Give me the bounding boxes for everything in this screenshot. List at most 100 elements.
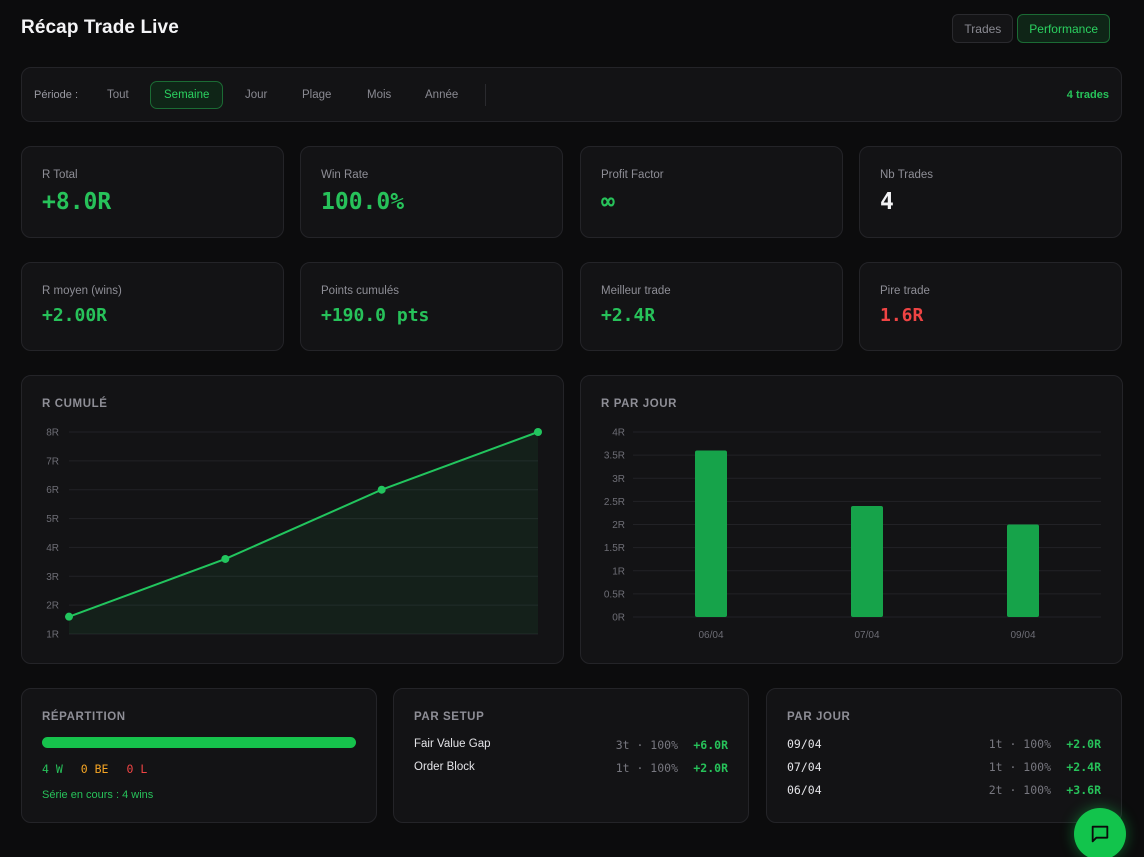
stat-card-r-moyen: R moyen (wins) +2.00R <box>21 262 284 351</box>
page-title: Récap Trade Live <box>21 17 179 38</box>
x-tick-label: 09/04 <box>1010 630 1035 641</box>
area-fill <box>69 432 538 634</box>
repartition-card: RÉPARTITION 4 W 0 BE 0 L Série en cours … <box>21 688 377 823</box>
stat-value: 1.6R <box>880 305 924 326</box>
period-option-semaine[interactable]: Semaine <box>150 81 224 109</box>
tab-trades[interactable]: Trades <box>952 14 1014 43</box>
tab-performance[interactable]: Performance <box>1017 14 1110 43</box>
chat-button[interactable] <box>1074 808 1126 857</box>
day-row: 06/04 2t · 100% +3.6R <box>787 783 1101 801</box>
chart-card-r-par-jour: R PAR JOUR 0R 0.5R 1R 1.5R 2R 2.5R 3R 3.5R 4R 06/… <box>580 375 1123 664</box>
setup-r: +2.0R <box>693 761 728 775</box>
losses-count: 0 L <box>126 762 148 776</box>
stat-card-nb-trades: Nb Trades 4 <box>859 146 1122 238</box>
day-date: 06/04 <box>787 783 822 797</box>
par-jour-card: PAR JOUR 09/04 1t · 100% +2.0R 07/04 1t … <box>766 688 1122 823</box>
cumulative-r-chart: 1R 2R 3R 4R 5R 6R 7R 8R <box>46 428 542 641</box>
y-tick-label: 1.5R <box>604 543 625 554</box>
bar <box>695 450 727 617</box>
daily-r-chart: 0R 0.5R 1R 1.5R 2R 2.5R 3R 3.5R 4R 06/04 07/04 09/0… <box>604 428 1101 641</box>
chart-title: R CUMULÉ <box>42 398 108 410</box>
y-tick-label: 2.5R <box>604 497 625 508</box>
stat-label: Nb Trades <box>880 169 934 181</box>
setup-name: Fair Value Gap <box>414 738 491 750</box>
stat-value: ∞ <box>601 189 615 215</box>
y-tick-label: 1R <box>612 566 625 577</box>
section-title: PAR JOUR <box>787 711 851 723</box>
stat-label: Win Rate <box>321 169 369 181</box>
y-tick-label: 8R <box>46 428 59 439</box>
trade-count: 4 trades <box>1066 89 1109 101</box>
stat-card-win-rate: Win Rate 100.0% <box>300 146 563 238</box>
wins-count: 4 W <box>42 762 63 776</box>
day-r: +2.4R <box>1066 760 1101 774</box>
data-point <box>534 428 542 436</box>
par-setup-card: PAR SETUP Fair Value Gap 3t · 100% +6.0R… <box>393 688 749 823</box>
setup-meta: 3t · 100% <box>615 738 678 752</box>
series-line <box>68 431 539 618</box>
y-tick-label: 4R <box>612 428 625 439</box>
setup-row: Order Block 1t · 100% +2.0R <box>414 761 728 779</box>
y-tick-label: 5R <box>46 514 59 525</box>
day-row: 09/04 1t · 100% +2.0R <box>787 737 1101 755</box>
header: Récap Trade Live Trades Performance <box>21 14 1110 44</box>
stat-card-meilleur-trade: Meilleur trade +2.4R <box>580 262 843 351</box>
y-tick-label: 4R <box>46 543 59 554</box>
day-date: 09/04 <box>787 737 822 751</box>
period-option-jour[interactable]: Jour <box>245 89 268 101</box>
stat-card-r-total: R Total +8.0R <box>21 146 284 238</box>
day-r: +2.0R <box>1066 737 1101 751</box>
period-option-annee[interactable]: Année <box>425 89 459 101</box>
stat-card-pire-trade: Pire trade 1.6R <box>859 262 1122 351</box>
y-tick-label: 3R <box>46 572 59 583</box>
stat-label: Pire trade <box>880 285 930 297</box>
stat-card-points-cumules: Points cumulés +190.0 pts <box>300 262 563 351</box>
x-tick-label: 06/04 <box>698 630 723 641</box>
period-divider <box>485 84 486 106</box>
setup-name: Order Block <box>414 761 475 773</box>
day-row: 07/04 1t · 100% +2.4R <box>787 760 1101 778</box>
chart-title: R PAR JOUR <box>601 398 678 410</box>
chat-bubble-icon <box>1091 825 1109 843</box>
stat-card-profit-factor: Profit Factor ∞ <box>580 146 843 238</box>
y-tick-label: 2R <box>46 601 59 612</box>
bar <box>851 506 883 617</box>
current-streak: Série en cours : 4 wins <box>42 789 154 801</box>
day-meta: 1t · 100% <box>988 737 1051 751</box>
stat-label: Points cumulés <box>321 285 399 297</box>
stat-value: +8.0R <box>42 189 112 215</box>
stat-label: Profit Factor <box>601 169 664 181</box>
setup-r: +6.0R <box>693 738 728 752</box>
data-point <box>221 554 230 563</box>
y-tick-label: 2R <box>612 520 625 531</box>
setup-meta: 1t · 100% <box>615 761 678 775</box>
stat-label: Meilleur trade <box>601 285 671 297</box>
stat-value: +2.4R <box>601 305 656 326</box>
y-tick-label: 0.5R <box>604 589 625 600</box>
period-option-tout[interactable]: Tout <box>107 89 129 101</box>
data-point <box>377 485 386 494</box>
result-counts: 4 W 0 BE 0 L <box>42 762 147 776</box>
y-tick-label: 3.5R <box>604 451 625 462</box>
day-meta: 1t · 100% <box>988 760 1051 774</box>
bar <box>1007 524 1039 617</box>
setup-row: Fair Value Gap 3t · 100% +6.0R <box>414 738 728 756</box>
y-tick-label: 6R <box>46 485 59 496</box>
y-tick-label: 0R <box>612 613 625 624</box>
day-date: 07/04 <box>787 760 822 774</box>
y-tick-label: 7R <box>46 456 59 467</box>
section-title: RÉPARTITION <box>42 711 126 723</box>
stat-value: +2.00R <box>42 305 108 326</box>
stat-label: R moyen (wins) <box>42 285 122 297</box>
breakeven-count: 0 BE <box>80 762 109 776</box>
stat-value: 4 <box>880 189 894 215</box>
period-option-plage[interactable]: Plage <box>302 89 332 101</box>
section-title: PAR SETUP <box>414 711 485 723</box>
stat-value: 100.0% <box>321 189 405 215</box>
y-tick-label: 1R <box>46 630 59 641</box>
stat-label: R Total <box>42 169 78 181</box>
period-label: Période : <box>34 89 79 101</box>
day-meta: 2t · 100% <box>988 783 1051 797</box>
chart-card-r-cumule: R CUMULÉ 1R 2R 3R 4R 5R 6R 7R 8R <box>21 375 564 664</box>
period-option-mois[interactable]: Mois <box>367 89 392 101</box>
